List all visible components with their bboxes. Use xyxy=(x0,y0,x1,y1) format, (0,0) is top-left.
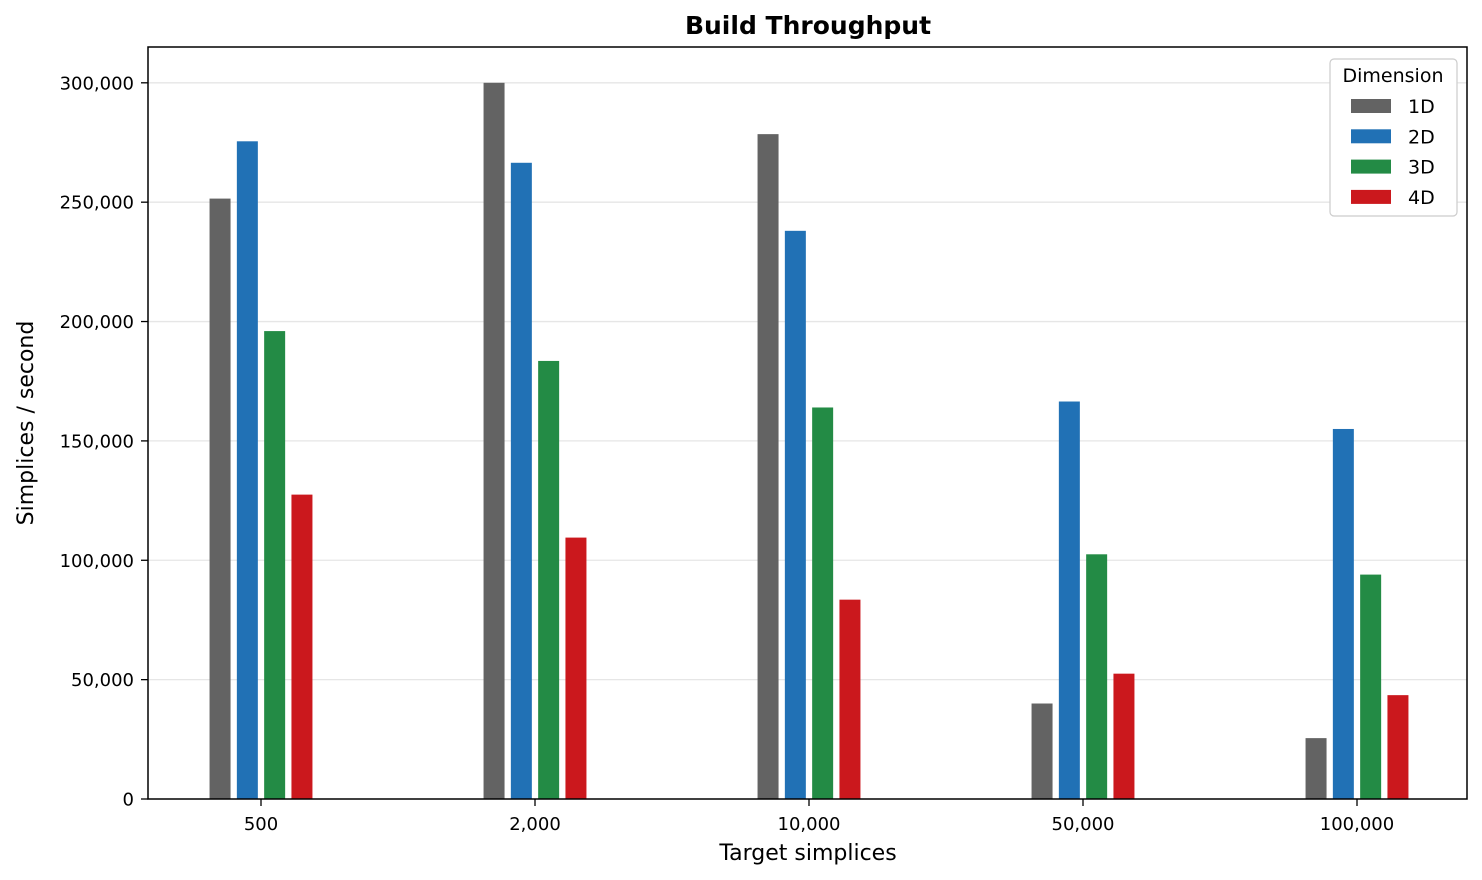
bar-1D-4 xyxy=(1305,738,1327,799)
x-axis-label: Target simplices xyxy=(718,841,896,866)
bar-3D-4 xyxy=(1360,574,1382,799)
legend-label-4D: 4D xyxy=(1408,187,1435,209)
legend-swatch-4D xyxy=(1351,189,1391,204)
bar-2D-4 xyxy=(1332,428,1354,799)
y-tick-label: 250,000 xyxy=(60,193,134,214)
y-tick-label: 50,000 xyxy=(71,670,134,691)
y-tick-label: 0 xyxy=(123,790,134,811)
chart-title: Build Throughput xyxy=(685,11,931,40)
bar-1D-1 xyxy=(483,82,505,800)
bar-4D-0 xyxy=(291,494,313,799)
y-tick-label: 100,000 xyxy=(60,551,134,572)
y-axis-label: Simplices / second xyxy=(14,321,39,526)
legend-box xyxy=(1329,58,1458,217)
legend-title: Dimension xyxy=(1343,65,1444,87)
bar-2D-1 xyxy=(510,162,532,800)
bar-3D-2 xyxy=(812,407,834,799)
legend-swatch-1D xyxy=(1351,99,1391,113)
bar-3D-1 xyxy=(538,360,560,799)
x-tick-label: 2,000 xyxy=(509,814,561,835)
bar-4D-2 xyxy=(839,599,861,799)
bar-4D-1 xyxy=(565,537,587,799)
legend: Dimension 1D 2D 3D 4D xyxy=(1329,58,1458,217)
x-tick-label: 10,000 xyxy=(778,814,841,835)
y-tick-label: 150,000 xyxy=(60,431,134,452)
bar-4D-4 xyxy=(1387,695,1409,799)
bar-2D-3 xyxy=(1058,401,1080,799)
x-tick-label: 50,000 xyxy=(1052,814,1115,835)
legend-label-2D: 2D xyxy=(1408,126,1435,148)
y-tick-label: 200,000 xyxy=(60,312,134,333)
x-axis-ticks: 500 2,000 10,000 50,000 100,000 xyxy=(244,799,1394,835)
legend-label-1D: 1D xyxy=(1408,96,1435,118)
x-tick-label: 100,000 xyxy=(1320,814,1394,835)
bar-3D-3 xyxy=(1086,554,1108,799)
legend-swatch-2D xyxy=(1351,129,1391,144)
bar-2D-0 xyxy=(236,141,258,800)
legend-label-3D: 3D xyxy=(1408,157,1435,179)
bar-4D-3 xyxy=(1113,673,1135,799)
y-axis-ticks: 0 50,000 100,000 150,000 200,000 250,000 300,0… xyxy=(60,73,148,811)
grid-lines xyxy=(148,82,1467,681)
plot-frame xyxy=(147,46,1468,800)
bar-1D-2 xyxy=(757,134,779,800)
y-tick-label: 300,000 xyxy=(60,73,134,94)
bar-1D-3 xyxy=(1031,703,1053,799)
legend-swatch-3D xyxy=(1351,159,1391,174)
bar-1D-0 xyxy=(209,198,231,800)
bar-2D-2 xyxy=(784,230,806,800)
x-tick-label: 500 xyxy=(244,814,278,835)
bars xyxy=(209,82,1409,800)
bar-3D-0 xyxy=(264,331,286,799)
